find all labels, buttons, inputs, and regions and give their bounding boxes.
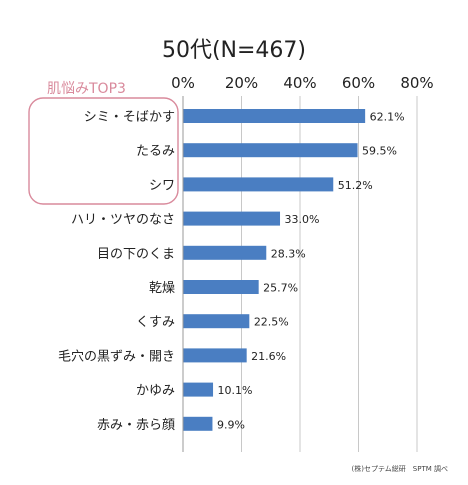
bar [183, 280, 259, 294]
x-tick-label: 60% [342, 74, 375, 92]
value-labels: 62.1% 59.5% 51.2% 33.0% 28.3% 25.7% 22.5% 21.6%… [217, 111, 405, 432]
x-tick-labels: 0% 20% 40% 60% 80% [171, 74, 434, 92]
bar [183, 245, 267, 260]
category-label: 毛穴の黒ずみ・開き [58, 349, 175, 364]
top3-highlight-box [28, 97, 179, 205]
value-label: 28.3% [271, 247, 306, 260]
top3-label: 肌悩みTOP3 [47, 81, 126, 97]
category-label: くすみ [136, 315, 175, 330]
category-labels: シミ・そばかすたるみシワハリ・ツヤのなさ目の下のくま乾燥くすみ毛穴の黒ずみ・開き… [58, 110, 175, 433]
category-label: 目の下のくま [97, 247, 175, 262]
bar [183, 143, 358, 158]
value-label: 22.5% [254, 316, 289, 329]
bar [183, 416, 213, 431]
bar [183, 314, 250, 329]
value-label: 51.2% [338, 179, 373, 192]
bar [183, 211, 281, 226]
category-label: シワ [149, 178, 175, 193]
value-label: 62.1% [370, 111, 405, 124]
bar [183, 382, 214, 397]
value-label: 10.1% [218, 384, 253, 397]
x-tick-label: 0% [171, 74, 195, 92]
value-label: 59.5% [362, 145, 397, 158]
category-label: 赤み・赤ら顔 [97, 418, 175, 433]
category-label: シミ・そばかす [84, 110, 175, 125]
value-label: 21.6% [251, 350, 286, 363]
bar [183, 109, 366, 123]
x-tick-label: 80% [400, 74, 433, 92]
chart-title: 50代(N=467) [162, 38, 306, 63]
x-tick-label: 20% [225, 74, 258, 92]
value-label: 25.7% [263, 282, 298, 295]
category-label: 乾燥 [149, 281, 175, 296]
x-tick-label: 40% [283, 74, 316, 92]
value-label: 9.9% [217, 418, 245, 431]
value-label: 33.0% [285, 213, 320, 226]
bar [183, 348, 247, 363]
category-label: ハリ・ツヤのなさ [71, 213, 175, 228]
bars [183, 109, 366, 431]
category-label: たるみ [136, 144, 175, 159]
bar [183, 177, 334, 192]
category-label: かゆみ [136, 384, 175, 399]
source-note: (株)セプテム総研 SPTM 調べ [352, 464, 448, 473]
